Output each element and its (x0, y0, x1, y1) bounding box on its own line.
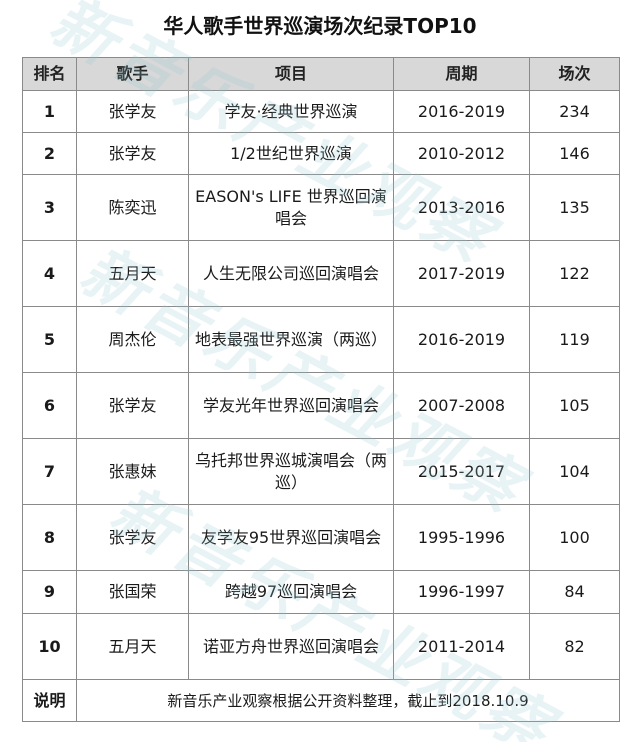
project-cell: EASON's LIFE 世界巡回演唱会 (188, 174, 394, 241)
project-cell: 乌托邦世界巡城演唱会（两巡） (188, 438, 394, 505)
shows-cell: 100 (529, 504, 620, 571)
project-cell: 友学友95世界巡回演唱会 (188, 504, 394, 571)
rank-cell: 10 (22, 613, 77, 680)
ranking-table: 排名 歌手 项目 周期 场次 1 张学友 学友·经典世界巡演 2016-2019… (22, 57, 620, 722)
period-cell: 2017-2019 (393, 240, 530, 307)
project-cell: 诺亚方舟世界巡回演唱会 (188, 613, 394, 680)
period-cell: 2011-2014 (393, 613, 530, 680)
header-singer: 歌手 (76, 57, 189, 91)
singer-cell: 张国荣 (76, 570, 189, 614)
rank-cell: 7 (22, 438, 77, 505)
note-text: 新音乐产业观察根据公开资料整理，截止到2018.10.9 (76, 679, 620, 722)
shows-cell: 122 (529, 240, 620, 307)
singer-cell: 五月天 (76, 240, 189, 307)
rank-cell: 8 (22, 504, 77, 571)
table-row: 2 张学友 1/2世纪世界巡演 2010-2012 146 (22, 132, 620, 175)
singer-cell: 张学友 (76, 504, 189, 571)
period-cell: 1995-1996 (393, 504, 530, 571)
shows-cell: 84 (529, 570, 620, 614)
rank-cell: 3 (22, 174, 77, 241)
shows-cell: 82 (529, 613, 620, 680)
project-cell: 学友光年世界巡回演唱会 (188, 372, 394, 439)
table-row: 7 张惠妹 乌托邦世界巡城演唱会（两巡） 2015-2017 104 (22, 438, 620, 505)
table-row: 8 张学友 友学友95世界巡回演唱会 1995-1996 100 (22, 504, 620, 571)
header-project: 项目 (188, 57, 394, 91)
header-period: 周期 (393, 57, 530, 91)
table-header-row: 排名 歌手 项目 周期 场次 (22, 57, 620, 91)
singer-cell: 张学友 (76, 372, 189, 439)
table-row: 4 五月天 人生无限公司巡回演唱会 2017-2019 122 (22, 240, 620, 307)
shows-cell: 104 (529, 438, 620, 505)
period-cell: 1996-1997 (393, 570, 530, 614)
table-row: 5 周杰伦 地表最强世界巡演（两巡） 2016-2019 119 (22, 306, 620, 373)
shows-cell: 105 (529, 372, 620, 439)
shows-cell: 234 (529, 90, 620, 133)
table-row: 10 五月天 诺亚方舟世界巡回演唱会 2011-2014 82 (22, 613, 620, 680)
singer-cell: 张惠妹 (76, 438, 189, 505)
period-cell: 2010-2012 (393, 132, 530, 175)
rank-cell: 9 (22, 570, 77, 614)
rank-cell: 5 (22, 306, 77, 373)
table-row: 6 张学友 学友光年世界巡回演唱会 2007-2008 105 (22, 372, 620, 439)
table-row: 1 张学友 学友·经典世界巡演 2016-2019 234 (22, 90, 620, 133)
shows-cell: 146 (529, 132, 620, 175)
table-row: 9 张国荣 跨越97巡回演唱会 1996-1997 84 (22, 570, 620, 614)
singer-cell: 陈奕迅 (76, 174, 189, 241)
rank-cell: 2 (22, 132, 77, 175)
period-cell: 2016-2019 (393, 306, 530, 373)
shows-cell: 119 (529, 306, 620, 373)
project-cell: 人生无限公司巡回演唱会 (188, 240, 394, 307)
singer-cell: 张学友 (76, 90, 189, 133)
project-cell: 1/2世纪世界巡演 (188, 132, 394, 175)
note-row: 说明 新音乐产业观察根据公开资料整理，截止到2018.10.9 (22, 679, 620, 722)
period-cell: 2013-2016 (393, 174, 530, 241)
header-shows: 场次 (529, 57, 620, 91)
rank-cell: 1 (22, 90, 77, 133)
shows-cell: 135 (529, 174, 620, 241)
singer-cell: 五月天 (76, 613, 189, 680)
period-cell: 2015-2017 (393, 438, 530, 505)
rank-cell: 4 (22, 240, 77, 307)
header-rank: 排名 (22, 57, 77, 91)
singer-cell: 张学友 (76, 132, 189, 175)
table-row: 3 陈奕迅 EASON's LIFE 世界巡回演唱会 2013-2016 135 (22, 174, 620, 241)
project-cell: 跨越97巡回演唱会 (188, 570, 394, 614)
period-cell: 2016-2019 (393, 90, 530, 133)
singer-cell: 周杰伦 (76, 306, 189, 373)
period-cell: 2007-2008 (393, 372, 530, 439)
note-label: 说明 (22, 679, 77, 722)
rank-cell: 6 (22, 372, 77, 439)
page-title: 华人歌手世界巡演场次纪录TOP10 (163, 14, 477, 38)
project-cell: 地表最强世界巡演（两巡） (188, 306, 394, 373)
project-cell: 学友·经典世界巡演 (188, 90, 394, 133)
